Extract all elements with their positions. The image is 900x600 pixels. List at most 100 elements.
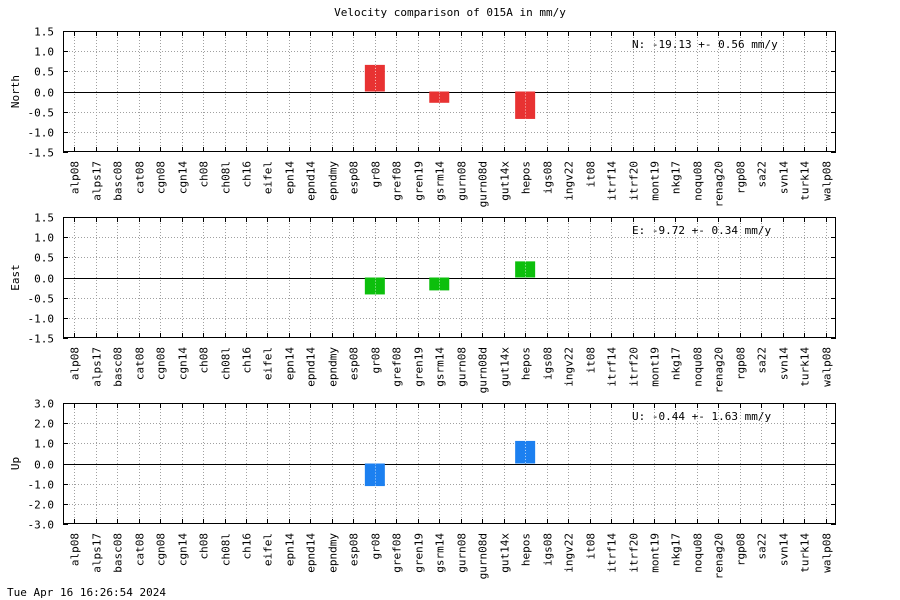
up-ytick-label: 2.0 xyxy=(34,418,54,431)
east-xtick-label: epn14 xyxy=(284,347,297,380)
east-plot-frame xyxy=(63,217,836,338)
east-xtick-label: igs08 xyxy=(542,347,555,380)
up-xtick-label: sa22 xyxy=(756,533,769,560)
up-bar-gr08 xyxy=(364,463,385,487)
up-xtick-label: gsrm14 xyxy=(434,533,447,573)
north-xtick-label: eifel xyxy=(262,161,275,194)
east-xtick-label: turk14 xyxy=(799,347,812,387)
up-xtick-label: igs08 xyxy=(542,533,555,566)
east-ytick-label: -0.5 xyxy=(28,293,55,306)
up-xtick-label: gurn08 xyxy=(456,533,469,573)
east-xtick-label: itrf14 xyxy=(606,347,619,387)
up-xtick-label: ch08 xyxy=(198,533,211,560)
north-xtick-label: gr08 xyxy=(370,161,383,188)
east-xtick-label: gr08 xyxy=(370,347,383,374)
north-xtick-label: gref08 xyxy=(391,161,404,201)
east-ytick-label: -1.5 xyxy=(28,333,55,346)
east-xtick-label: cat08 xyxy=(134,347,147,380)
north-xtick-label: renag20 xyxy=(713,161,726,207)
east-xtick-label: svn14 xyxy=(778,347,791,380)
timestamp: Tue Apr 16 16:26:54 2024 xyxy=(7,586,166,599)
north-xtick-label: gurn08d xyxy=(477,161,490,207)
north-xtick-label: ch16 xyxy=(241,161,254,188)
north-xtick-label: gsrm14 xyxy=(434,161,447,201)
east-xtick-label: esp08 xyxy=(348,347,361,380)
east-xtick-label: mont19 xyxy=(649,347,662,387)
north-ytick-label: 0.5 xyxy=(34,66,54,79)
up-xtick-label: walp08 xyxy=(821,533,834,573)
east-xtick-label: nkg17 xyxy=(670,347,683,380)
up-xtick-label: rgp08 xyxy=(735,533,748,566)
up-ytick-label: -1.0 xyxy=(28,479,55,492)
north-ytick-label: -1.5 xyxy=(28,147,55,160)
east-bar-gr08 xyxy=(364,277,385,295)
east-bar-hepos xyxy=(515,261,536,278)
up-xtick-label: eifel xyxy=(262,533,275,566)
north-xtick-label: gut14x xyxy=(499,161,512,201)
up-xtick-label: turk14 xyxy=(799,533,812,573)
north-xtick-label: itrf14 xyxy=(606,161,619,201)
up-ytick-label: 0.0 xyxy=(34,459,54,472)
up-xtick-label: svn14 xyxy=(778,533,791,566)
up-xtick-label: renag20 xyxy=(713,533,726,579)
north-xtick-label: svn14 xyxy=(778,161,791,194)
north-bar-hepos xyxy=(515,91,536,119)
north-ytick-label: 0.0 xyxy=(34,87,54,100)
north-xtick-label: ch08l xyxy=(220,161,233,194)
up-xtick-label: esp08 xyxy=(348,533,361,566)
north-xtick-label: basc08 xyxy=(112,161,125,201)
east-xtick-label: itrf20 xyxy=(628,347,641,387)
east-xtick-label: gut14x xyxy=(499,347,512,387)
east-xtick-label: gref08 xyxy=(391,347,404,387)
north-xtick-label: cat08 xyxy=(134,161,147,194)
up-xtick-label: basc08 xyxy=(112,533,125,573)
east-xtick-label: cgn08 xyxy=(155,347,168,380)
east-ytick-label: 0.5 xyxy=(34,252,54,265)
north-annotation: N: -19.13 +- 0.56 mm/y xyxy=(632,38,778,51)
east-xtick-label: walp08 xyxy=(821,347,834,387)
north-xtick-label: turk14 xyxy=(799,161,812,201)
east-xtick-label: gren19 xyxy=(413,347,426,387)
east-xtick-label: hepos xyxy=(520,347,533,380)
up-xtick-label: noqu08 xyxy=(692,533,705,573)
north-ytick-label: -0.5 xyxy=(28,107,55,120)
east-ytick-label: -1.0 xyxy=(28,313,55,326)
up-xtick-label: gren19 xyxy=(413,533,426,573)
north-xtick-label: nkg17 xyxy=(670,161,683,194)
north-xtick-label: noqu08 xyxy=(692,161,705,201)
north-xtick-label: ingv22 xyxy=(563,161,576,201)
up-bar-hepos xyxy=(515,440,536,464)
north-xtick-label: gren19 xyxy=(413,161,426,201)
east-ytick-label: 1.0 xyxy=(34,232,54,245)
up-xtick-label: ch16 xyxy=(241,533,254,560)
east-xtick-label: cgn14 xyxy=(177,347,190,380)
east-xtick-label: sa22 xyxy=(756,347,769,374)
up-ylabel: Up xyxy=(9,457,22,470)
east-xtick-label: noqu08 xyxy=(692,347,705,387)
up-ytick-label: 3.0 xyxy=(34,398,54,411)
east-xtick-label: gurn08 xyxy=(456,347,469,387)
east-annotation: E: -9.72 +- 0.34 mm/y xyxy=(632,224,771,237)
north-xtick-label: cgn08 xyxy=(155,161,168,194)
up-xtick-label: epn14 xyxy=(284,533,297,566)
east-ytick-label: 0.0 xyxy=(34,273,54,286)
up-xtick-label: cgn08 xyxy=(155,533,168,566)
east-xtick-label: alps17 xyxy=(91,347,104,387)
north-xtick-label: epndmy xyxy=(327,161,340,201)
north-xtick-label: esp08 xyxy=(348,161,361,194)
up-xtick-label: nkg17 xyxy=(670,533,683,566)
page-title: Velocity comparison of 015A in mm/y xyxy=(334,6,566,19)
north-xtick-label: cgn14 xyxy=(177,161,190,194)
up-xtick-label: ch08l xyxy=(220,533,233,566)
north-xtick-label: rgp08 xyxy=(735,161,748,194)
up-xtick-label: epndmy xyxy=(327,533,340,573)
east-xtick-label: ingv22 xyxy=(563,347,576,387)
north-xtick-label: epnd14 xyxy=(305,161,318,201)
east-xtick-label: renag20 xyxy=(713,347,726,393)
up-xtick-label: it08 xyxy=(585,533,598,560)
east-xtick-label: epndmy xyxy=(327,347,340,387)
up-xtick-label: cat08 xyxy=(134,533,147,566)
north-xtick-label: alp08 xyxy=(69,161,82,194)
up-xtick-label: hepos xyxy=(520,533,533,566)
